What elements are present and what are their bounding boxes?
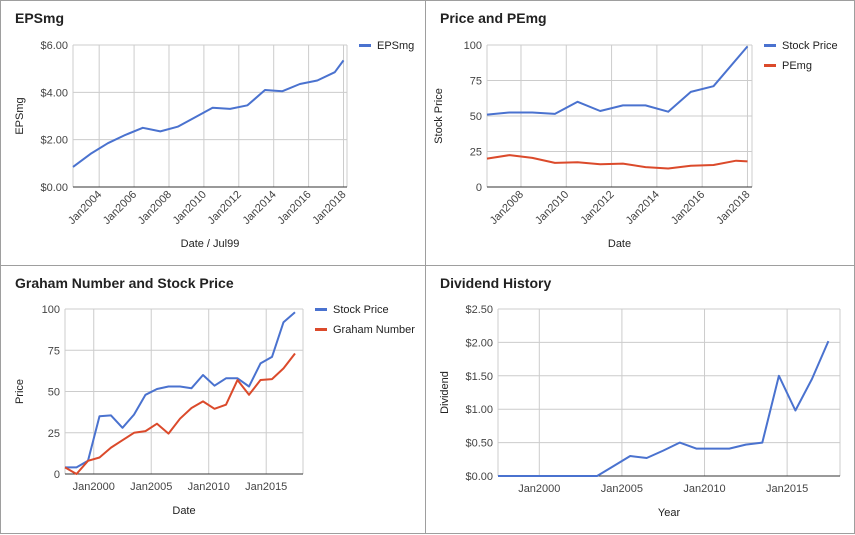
- y-tick-label: 0: [54, 469, 60, 481]
- chart-title: Graham Number and Stock Price: [15, 275, 234, 291]
- y-tick-label: 100: [42, 304, 60, 316]
- legend-label: Graham Number: [333, 324, 415, 336]
- x-tick-label: Jan2015: [766, 483, 808, 495]
- x-tick-label: Jan2016: [669, 189, 707, 227]
- y-axis-label: Stock Price: [433, 88, 445, 144]
- y-axis-label: Price: [14, 379, 26, 404]
- legend-swatch: [315, 328, 327, 331]
- dividend-chart-panel: Dividend History $0.00 $0.50 $1.00 $1.50 $2.0…: [425, 265, 855, 534]
- y-tick-label: 0: [476, 182, 482, 194]
- y-tick-label: 50: [470, 111, 482, 123]
- y-tick-label: 100: [464, 40, 482, 52]
- x-axis-label: Date / Jul99: [181, 238, 240, 250]
- y-tick-label: 75: [48, 345, 60, 357]
- x-tick-label: Jan2014: [240, 189, 278, 227]
- graham-chart-panel: Graham Number and Stock Price 0 25 50 75 100 J…: [0, 265, 426, 534]
- y-axis-label: Dividend: [439, 371, 451, 414]
- series-line: [65, 311, 296, 469]
- x-tick-label: Jan2000: [73, 481, 115, 493]
- x-tick-label: Jan2008: [136, 189, 174, 227]
- y-tick-label: $4.00: [40, 87, 68, 99]
- y-tick-label: $1.00: [465, 404, 493, 416]
- legend-label: Stock Price: [782, 40, 838, 52]
- x-tick-label: Jan2018: [714, 189, 752, 227]
- x-axis-label: Year: [658, 507, 681, 519]
- y-axis-label: EPSmg: [14, 97, 26, 134]
- series-line: [72, 59, 345, 168]
- y-tick-label: $2.50: [465, 304, 493, 316]
- series-line: [486, 45, 749, 116]
- chart-title: EPSmg: [15, 10, 64, 26]
- series-line: [486, 154, 748, 170]
- y-tick-label: 75: [470, 76, 482, 88]
- x-tick-label: Jan2008: [488, 189, 526, 227]
- x-tick-label: Jan2004: [66, 189, 104, 227]
- x-tick-label: Jan2010: [171, 189, 209, 227]
- legend-swatch: [315, 308, 327, 311]
- y-tick-label: 50: [48, 387, 60, 399]
- chart-svg: EPSmg$0.00$2.00$4.00$6.00Jan2004Jan2006J…: [14, 10, 414, 250]
- y-tick-label: 25: [470, 147, 482, 159]
- x-tick-label: Jan2010: [533, 189, 571, 227]
- chart-svg: Graham Number and Stock Price 0 25 50 75 100 J…: [14, 275, 415, 517]
- x-tick-label: Jan2010: [188, 481, 230, 493]
- y-tick-label: 25: [48, 428, 60, 440]
- series-line: [64, 352, 296, 475]
- legend-label: PEmg: [782, 60, 812, 72]
- x-tick-label: Jan2018: [310, 189, 348, 227]
- legend-swatch: [764, 64, 776, 67]
- series-line: [498, 340, 830, 477]
- x-axis-label: Date: [172, 505, 195, 517]
- y-tick-label: $2.00: [40, 135, 68, 147]
- legend-label: EPSmg: [377, 40, 414, 52]
- x-tick-label: Jan2005: [130, 481, 172, 493]
- x-tick-label: Jan2005: [601, 483, 643, 495]
- legend-label: Stock Price: [333, 304, 389, 316]
- y-tick-label: $0.00: [465, 471, 493, 483]
- x-tick-label: Jan2015: [245, 481, 287, 493]
- x-tick-label: Jan2012: [578, 189, 616, 227]
- y-tick-label: $1.50: [465, 371, 493, 383]
- chart-title: Dividend History: [440, 275, 551, 291]
- x-tick-label: Jan2014: [624, 189, 662, 227]
- x-tick-label: Jan2006: [101, 189, 139, 227]
- price-pe-chart-panel: Price and PEmg 0 25 50 75 100 Jan2008 Jan2010 Ja…: [425, 0, 855, 266]
- y-tick-label: $2.00: [465, 337, 493, 349]
- x-tick-label: Jan2000: [518, 483, 560, 495]
- x-tick-label: Jan2010: [683, 483, 725, 495]
- chart-svg: Dividend History $0.00 $0.50 $1.00 $1.50 $2.0…: [439, 275, 841, 519]
- chart-title: Price and PEmg: [440, 10, 547, 26]
- y-tick-label: $6.00: [40, 40, 68, 52]
- y-tick-label: $0.50: [465, 438, 493, 450]
- legend-swatch: [359, 44, 371, 47]
- legend-swatch: [764, 44, 776, 47]
- x-axis-label: Date: [608, 238, 631, 250]
- eps-chart-panel: EPSmg $0.00 $2.00 $4.00 $6.00 Jan2004 Jan2006 J…: [0, 0, 426, 266]
- x-tick-label: Jan2012: [206, 189, 244, 227]
- x-tick-label: Jan2016: [275, 189, 313, 227]
- y-tick-label: $0.00: [40, 182, 68, 194]
